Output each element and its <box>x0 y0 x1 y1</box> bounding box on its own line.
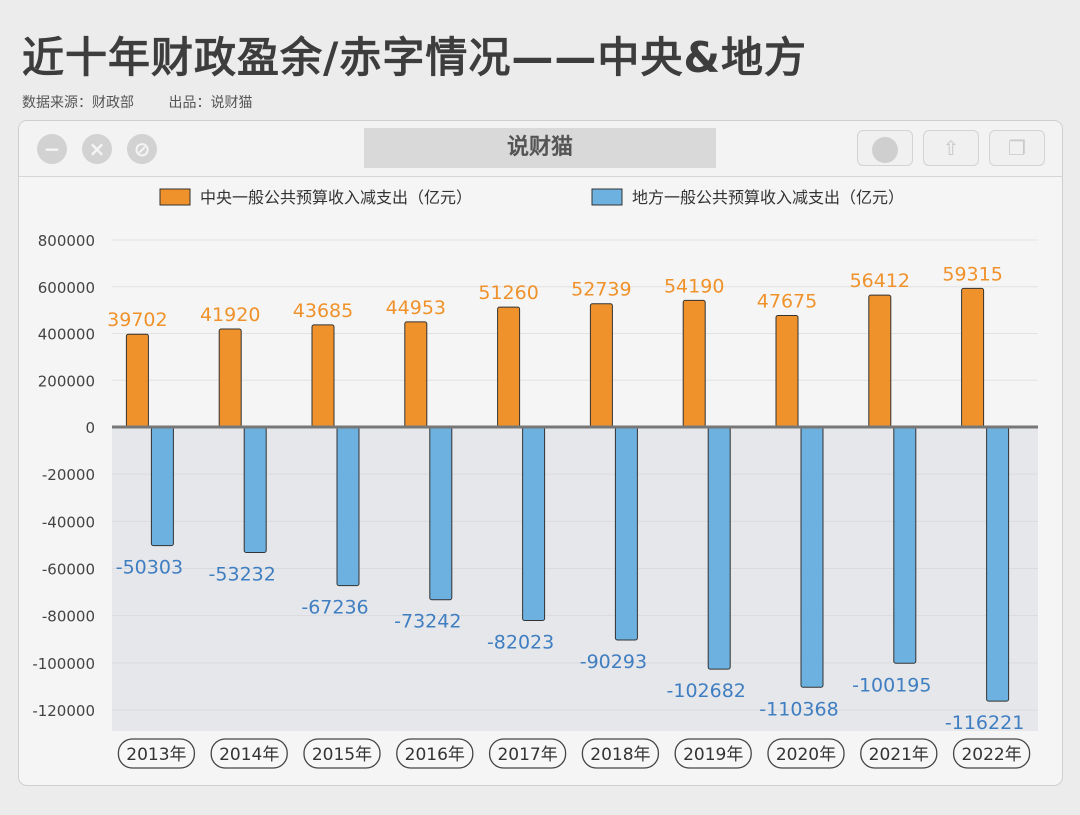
bar-local <box>893 426 917 664</box>
x-tick-label: 2017年 <box>497 745 557 765</box>
data-label-local: -67236 <box>301 597 368 619</box>
source-line: 数据来源：财政部 出品：说财猫 <box>22 92 252 112</box>
x-tick-label: 2013年 <box>126 745 186 765</box>
category-pill <box>952 738 1031 769</box>
y-tick-label: 200000 <box>38 372 95 390</box>
producer: 出品：说财猫 <box>168 95 253 111</box>
category-pill <box>581 738 660 769</box>
x-tick-label: 2015年 <box>312 745 372 765</box>
data-label-local: -100195 <box>852 674 931 696</box>
legend-label-local: 地方一般公共预算收入减支出（亿元） <box>632 188 904 207</box>
y-tick-label: 800000 <box>38 232 95 250</box>
data-label-local: -116221 <box>945 712 1024 734</box>
x-tick-label: 2014年 <box>219 745 279 765</box>
y-tick-label: 0 <box>85 419 95 437</box>
category-pill <box>860 738 938 769</box>
legend-swatch-central <box>159 188 191 206</box>
x-tick-label: 2016年 <box>405 745 465 765</box>
bar-central <box>589 303 613 428</box>
data-label-central: 56412 <box>850 270 910 292</box>
data-label-central: 59315 <box>942 263 1002 285</box>
bar-local <box>800 426 824 688</box>
bar-central <box>682 299 706 428</box>
minimize-icon[interactable]: − <box>37 134 67 164</box>
x-tick-label: 2022年 <box>961 745 1021 765</box>
record-button[interactable] <box>857 130 913 166</box>
bar-local <box>986 426 1010 702</box>
data-label-local: -102682 <box>667 680 746 702</box>
block-icon[interactable]: ⊘ <box>127 134 157 164</box>
legend-label-central: 中央一般公共预算收入减支出（亿元） <box>200 188 472 207</box>
data-label-local: -73242 <box>394 611 461 633</box>
y-tick-label: -100000 <box>32 655 95 673</box>
data-label-central: 47675 <box>757 291 817 313</box>
x-tick-label: 2019年 <box>683 745 743 765</box>
bar-local <box>150 426 174 547</box>
window-title: 说财猫 <box>364 128 716 168</box>
y-tick-label: -120000 <box>32 702 95 720</box>
share-button[interactable]: ⇧ <box>923 130 979 166</box>
bar-central <box>497 306 521 428</box>
data-source: 数据来源：财政部 <box>22 95 134 111</box>
x-tick-label: 2020年 <box>776 745 836 765</box>
copy-button[interactable]: ❐ <box>989 130 1045 166</box>
y-tick-label: -60000 <box>42 561 95 579</box>
data-label-local: -110368 <box>759 698 838 720</box>
x-tick-label: 2018年 <box>590 745 650 765</box>
bar-local <box>522 426 546 621</box>
data-label-central: 43685 <box>293 300 353 322</box>
category-pill <box>396 738 474 769</box>
bar-local <box>429 426 453 601</box>
y-tick-label: -80000 <box>42 608 95 626</box>
y-tick-label: 400000 <box>38 326 95 344</box>
page-title: 近十年财政盈余/赤字情况——中央&地方 <box>22 33 807 82</box>
bar-central <box>311 324 335 428</box>
category-pill <box>488 738 567 769</box>
data-label-central: 52739 <box>571 279 631 301</box>
data-label-central: 39702 <box>107 309 167 331</box>
bar-central <box>404 321 428 428</box>
category-pill <box>674 738 752 769</box>
bar-local <box>614 426 638 641</box>
bar-local <box>243 426 267 554</box>
category-pill <box>210 738 288 769</box>
data-label-local: -53232 <box>209 564 276 586</box>
category-pill <box>303 738 381 769</box>
bar-central <box>125 333 149 428</box>
data-label-central: 41920 <box>200 304 260 326</box>
record-icon <box>872 136 898 163</box>
data-label-central: 44953 <box>386 297 446 319</box>
copy-icon: ❐ <box>1008 136 1026 160</box>
bar-local <box>707 426 731 670</box>
data-label-central: 51260 <box>478 282 538 304</box>
window-titlebar: − × ⊘ 说财猫 ⇧ ❐ <box>19 121 1062 177</box>
bar-central <box>775 315 799 428</box>
bar-central <box>961 287 985 428</box>
y-tick-label: -20000 <box>42 466 95 484</box>
data-label-central: 54190 <box>664 275 724 297</box>
bar-central <box>218 328 242 428</box>
category-pill <box>117 738 196 769</box>
x-tick-label: 2021年 <box>869 745 929 765</box>
data-label-local: -90293 <box>580 651 647 673</box>
bar-central <box>868 294 892 428</box>
share-icon: ⇧ <box>942 136 960 160</box>
bar-local <box>336 426 360 587</box>
data-label-local: -82023 <box>487 631 554 653</box>
close-icon[interactable]: × <box>82 134 112 164</box>
category-pill <box>767 738 845 769</box>
y-tick-label: 600000 <box>38 279 95 297</box>
y-tick-label: -40000 <box>42 513 95 531</box>
legend-swatch-local <box>591 188 623 206</box>
data-label-local: -50303 <box>116 557 183 579</box>
